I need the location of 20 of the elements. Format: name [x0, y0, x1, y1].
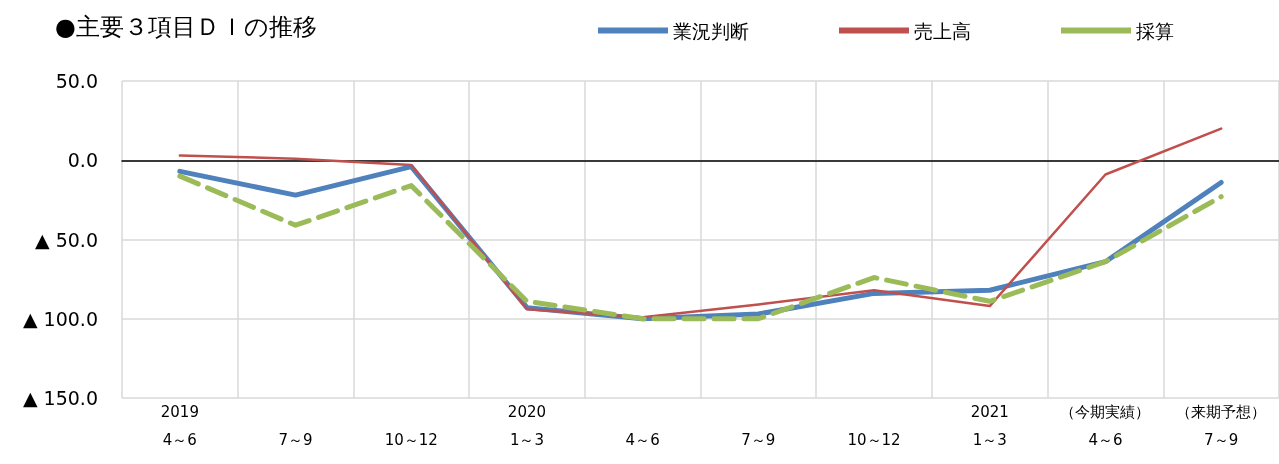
chart-title: ●主要３項目ＤＩの推移: [55, 13, 317, 41]
x-tick-label: 10～12: [847, 431, 901, 449]
x-tick-label: 10～12: [384, 431, 438, 449]
legend-label: 採算: [1136, 19, 1174, 42]
x-tick-label: （今期実績） 4～6: [1060, 403, 1151, 449]
x-tick-label: 7～9: [278, 431, 313, 449]
x-tick-label: 4～6: [625, 431, 660, 449]
line-series: [178, 127, 1223, 319]
y-tick-label: ▲ 50.0: [35, 228, 98, 251]
y-tick-label: 0.0: [67, 149, 98, 172]
x-tick-label: （来期予想） 7～9: [1176, 403, 1267, 449]
y-tick-label: 50.0: [55, 70, 98, 92]
x-tick-label: 7～9: [741, 431, 776, 449]
legend-label: 売上高: [914, 19, 971, 42]
x-tick-label: 2019 4～6: [160, 403, 199, 449]
x-tick-label: 2021 1～3: [970, 403, 1009, 449]
legend-label: 業況判断: [673, 19, 749, 42]
x-tick-label: 2020 1～3: [507, 403, 547, 449]
y-tick-label: ▲ 150.0: [22, 387, 98, 409]
y-tick-label: ▲ 100.0: [22, 307, 98, 330]
